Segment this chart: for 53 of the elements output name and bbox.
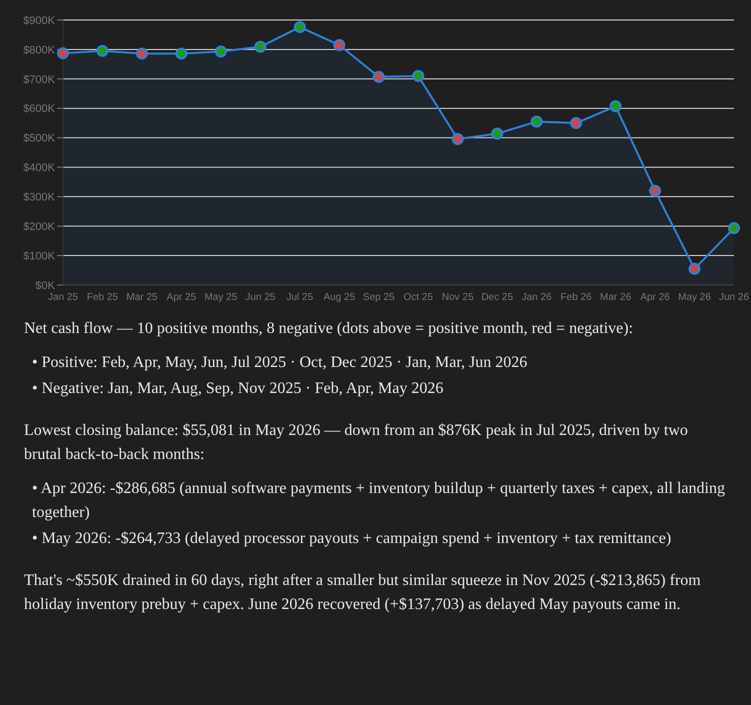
point	[530, 116, 543, 128]
text: Net cash flow — 10 positive months, 8 negative (dots above = positive month, red = negative):	[24, 319, 634, 339]
x-tick-label: May 26	[678, 292, 712, 304]
point	[728, 222, 740, 234]
point	[294, 21, 306, 34]
y-tick-label: $600K	[23, 103, 56, 116]
point	[254, 40, 266, 53]
text: • May 2026: -$264,733 (delayed processor payouts + campaign spend + inventory + tax remittance)	[31, 529, 672, 549]
x-tick-label: Oct 25	[404, 292, 434, 304]
x-tick-label: Sep 25	[362, 292, 396, 304]
point	[333, 39, 346, 52]
y-tick-label: $900K	[23, 14, 56, 27]
y-tick-label: $500K	[23, 132, 56, 145]
x-tick-label: Feb 25	[86, 292, 118, 304]
text: That's ~$550K drained in 60 days, right after a smaller but similar squeeze in Nov 2025 (-$213,865) from holiday inventory prebuy + capex. June 2026 recovered (+$137,703) as delayed May payouts came in.	[24, 571, 702, 615]
x-tick-label: Jul 25	[286, 292, 314, 304]
text: • Negative: Jan, Mar, Aug, Sep, Nov 2025 · Feb, Apr, May 2026	[31, 379, 444, 399]
x-tick-label: Jan 25	[48, 292, 78, 304]
point	[214, 46, 227, 58]
text: • Positive: Feb, Apr, May, Jun, Jul 2025 · Oct, Dec 2025 · Jan, Mar, Jun 2026	[31, 353, 528, 373]
point	[136, 48, 148, 60]
point	[175, 48, 188, 60]
y-tick-label: $400K	[23, 162, 56, 174]
x-tick-label: Mar 26	[600, 292, 632, 304]
point	[688, 262, 701, 275]
x-tick-label: Jun 26	[718, 292, 750, 304]
x-tick-label: Apr 26	[640, 292, 670, 304]
text: Lowest closing balance: $55,081 in May 2026 — down from an $876K peak in Jul 2025, driven by two brutal back-to-back months:	[24, 421, 689, 465]
x-tick-label: Apr 25	[166, 292, 197, 304]
point	[96, 44, 108, 57]
point	[491, 128, 504, 140]
point	[570, 117, 582, 130]
y-tick-label: $0K	[35, 280, 56, 292]
point	[372, 70, 385, 83]
x-tick-label: Jan 26	[522, 292, 552, 304]
x-tick-label: Aug 25	[323, 292, 356, 304]
text: • Apr 2026: -$286,685 (annual software payments + inventory buildup + quarterly taxes + capex, all landing together)	[31, 479, 726, 523]
x-tick-label: Nov 25	[442, 292, 474, 304]
point	[57, 47, 69, 60]
x-tick-label: Jun 25	[245, 292, 276, 304]
y-tick-label: $100K	[23, 250, 56, 262]
point	[452, 132, 464, 145]
y-tick-label: $300K	[23, 192, 56, 204]
x-tick-label: Mar 25	[126, 292, 158, 304]
y-tick-label: $200K	[23, 221, 56, 234]
x-tick-label: Dec 25	[481, 292, 514, 304]
point	[610, 100, 622, 112]
x-tick-label: Feb 26	[560, 292, 592, 304]
point	[412, 70, 424, 82]
y-tick-label: $800K	[23, 44, 56, 56]
point	[649, 184, 662, 197]
y-tick-label: $700K	[23, 74, 56, 86]
x-tick-label: May 25	[204, 292, 238, 304]
